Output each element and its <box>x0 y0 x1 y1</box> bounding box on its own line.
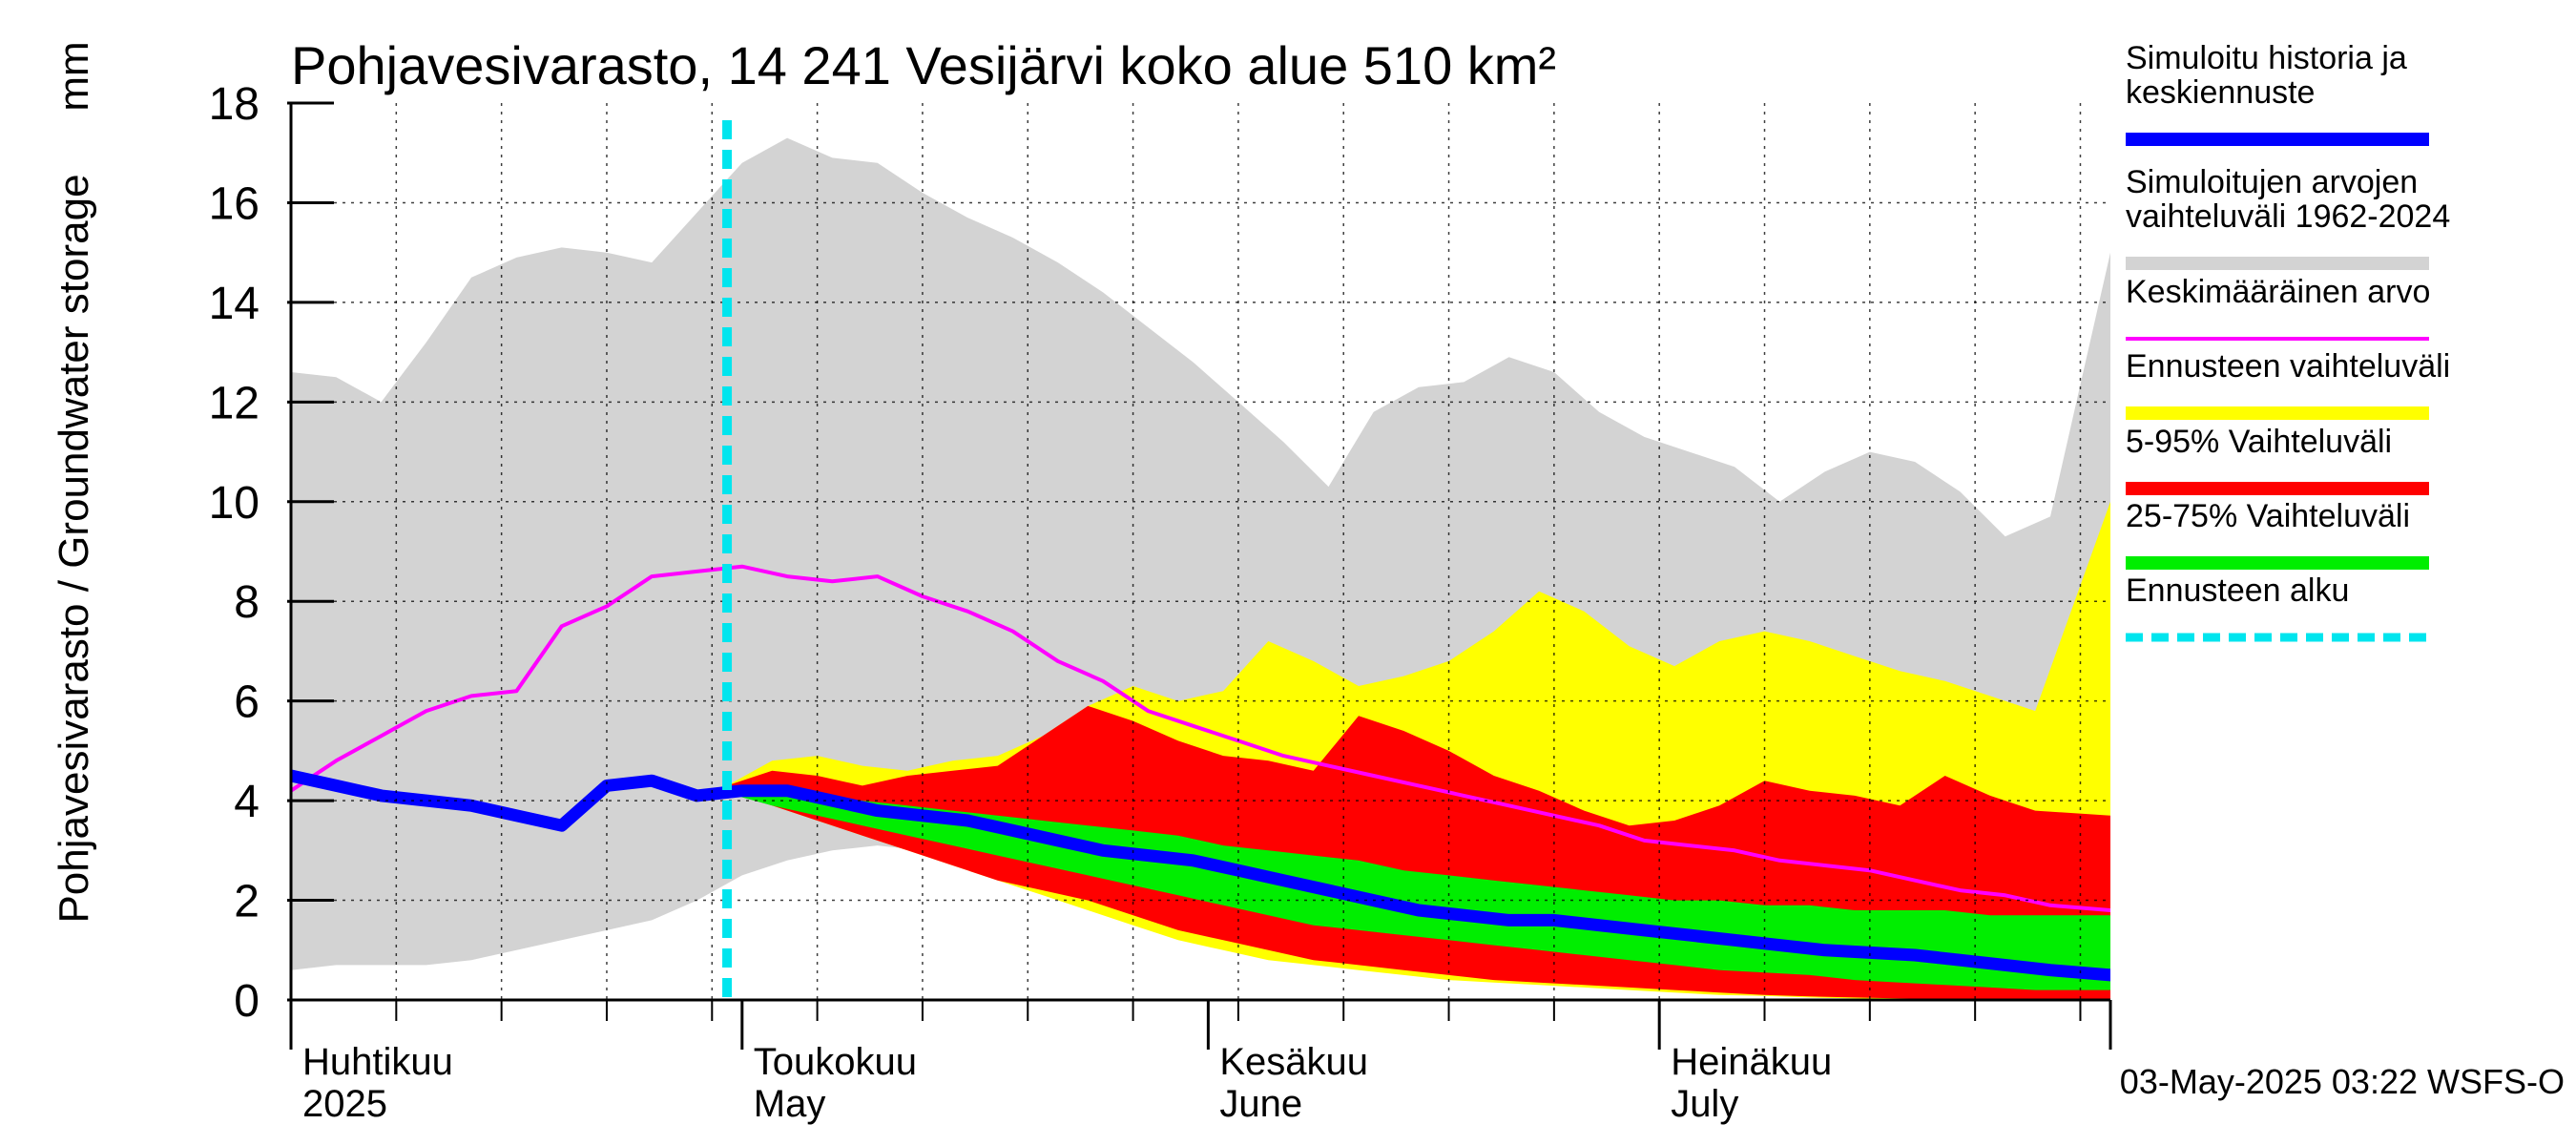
legend-label: 25-75% Vaihteluväli <box>2126 498 2410 534</box>
legend-label-line: Simuloitu historia ja <box>2126 40 2407 76</box>
legend-label: Ennusteen alku <box>2126 572 2349 609</box>
x-month-label-fi: Heinäkuu <box>1671 1041 1832 1083</box>
legend-label-line: vaihteluväli 1962-2024 <box>2126 198 2450 235</box>
timestamp: 03-May-2025 03:22 WSFS-O <box>2120 1062 2565 1101</box>
y-tick-label: 4 <box>234 777 260 827</box>
mean-line <box>291 564 2110 912</box>
y-tick-label: 14 <box>209 279 260 329</box>
y-tick-label: 16 <box>209 178 260 229</box>
grid <box>291 103 2110 1000</box>
y-tick-label: 6 <box>234 677 260 728</box>
plot-area <box>289 103 2110 1002</box>
x-month-label-fi: Huhtikuu <box>302 1041 453 1083</box>
y-tick-label: 8 <box>234 577 260 628</box>
x-month-label-fi: Toukokuu <box>754 1041 917 1083</box>
legend-label-line: Simuloitujen arvojen <box>2126 164 2418 200</box>
y-tick-label: 0 <box>234 976 260 1027</box>
legend-label: Simuloitujen arvojen vaihteluväli 1962-20… <box>2126 164 2450 235</box>
chart-title: Pohjavesivarasto, 14 241 Vesijärvi koko … <box>291 35 1556 95</box>
legend: Simuloitu historia ja keskiennusteSimuloi… <box>2126 40 2450 642</box>
x-month-label-en: June <box>1219 1083 1302 1125</box>
legend-label: Keskimääräinen arvo <box>2126 274 2430 310</box>
plot-series <box>291 137 2110 1000</box>
legend-label: Simuloitu historia ja keskiennuste <box>2126 40 2407 111</box>
y-axis-unit: mm <box>51 41 97 111</box>
median-line <box>291 769 2110 982</box>
x-month-label-fi: Kesäkuu <box>1219 1041 1368 1083</box>
y-axis-label: Pohjavesivarasto / Groundwater storage <box>51 174 97 923</box>
legend-label: Ennusteen vaihteluväli <box>2126 348 2450 385</box>
legend-label: 5-95% Vaihteluväli <box>2126 424 2392 460</box>
y-tick-label: 12 <box>209 378 260 428</box>
y-tick-label: 10 <box>209 478 260 529</box>
y-tick-label: 18 <box>209 79 260 130</box>
x-month-label-en: 2025 <box>302 1083 387 1125</box>
y-axis-ticks: 0 2 4 6 8 10 12 14 16 18 <box>209 79 334 1027</box>
x-month-label-en: July <box>1671 1083 1738 1125</box>
legend-label-line: keskiennuste <box>2126 74 2315 111</box>
x-month-label-en: May <box>754 1083 826 1125</box>
y-tick-label: 2 <box>234 877 260 927</box>
